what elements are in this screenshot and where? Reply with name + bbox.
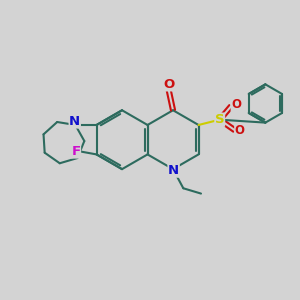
Text: N: N xyxy=(69,115,80,128)
Text: S: S xyxy=(215,113,224,126)
Text: O: O xyxy=(235,124,245,137)
Text: O: O xyxy=(231,98,241,111)
Text: N: N xyxy=(168,164,179,177)
Text: O: O xyxy=(163,78,174,91)
Text: F: F xyxy=(71,145,80,158)
